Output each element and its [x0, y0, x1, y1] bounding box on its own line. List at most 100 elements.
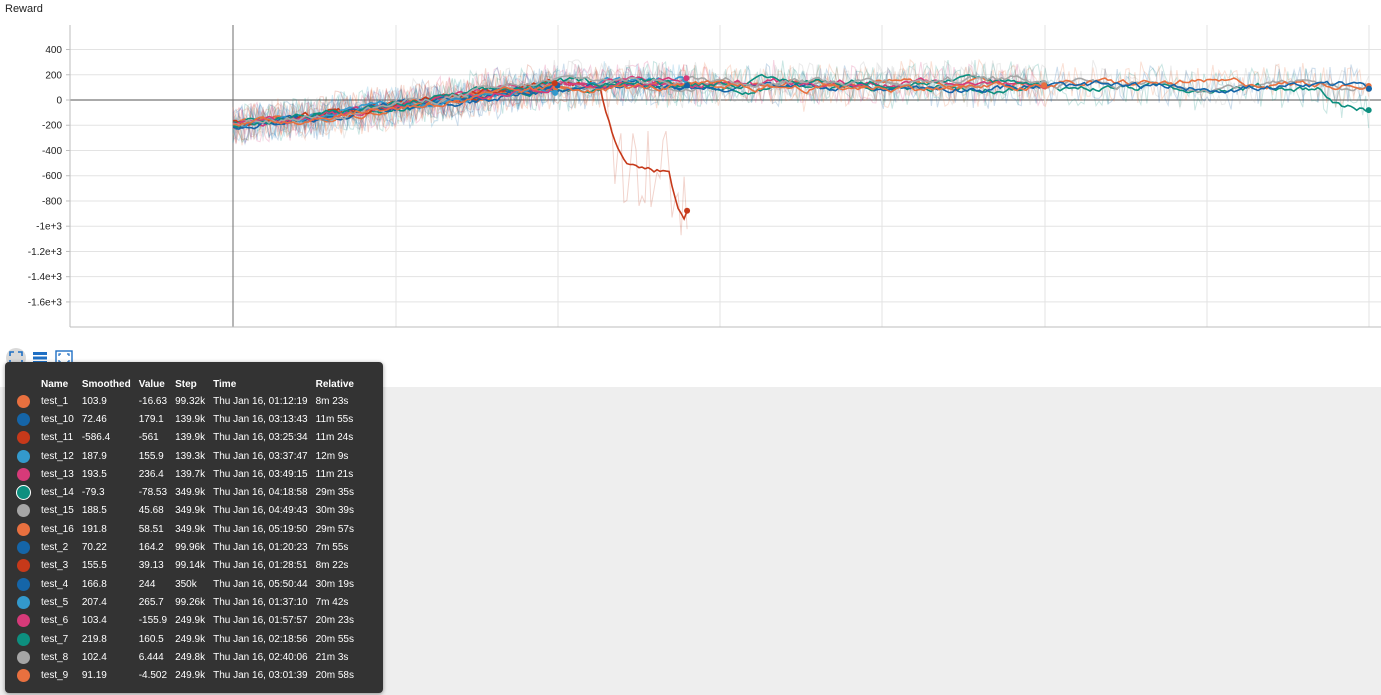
tooltip-time: Thu Jan 16, 03:01:39 — [213, 670, 308, 682]
raw-line-test_15 — [232, 59, 1370, 145]
tooltip-value: 160.5 — [138, 633, 164, 645]
tooltip-row: test_8 102.4 6.444 249.8k Thu Jan 16, 02:40:… — [13, 648, 358, 666]
tooltip-time: Thu Jan 16, 05:19:50 — [213, 523, 308, 535]
tooltip-relative: 20m 23s — [315, 615, 354, 627]
series-color-swatch — [17, 486, 30, 500]
raw-line-test_1 — [232, 68, 556, 137]
tooltip-row: test_7 219.8 160.5 249.9k Thu Jan 16, 02:18:… — [13, 630, 358, 648]
series-color-swatch — [17, 522, 30, 536]
y-tick-label: -800 — [42, 196, 62, 207]
tooltip-name: test_6 — [41, 615, 69, 627]
tooltip-value: 6.444 — [138, 651, 164, 663]
series-swatch-cell — [13, 666, 37, 684]
tooltip-row: test_6 103.4 -155.9 249.9k Thu Jan 16, 01:57… — [13, 612, 358, 630]
y-tick-label: -1.4e+3 — [28, 272, 63, 283]
tooltip-step: 249.8k — [175, 651, 206, 663]
series-color-swatch — [17, 431, 30, 445]
series-color-swatch — [17, 559, 30, 573]
series-color-swatch — [17, 467, 30, 481]
tooltip-value: 179.1 — [138, 413, 164, 425]
series-end-marker-test_5 — [552, 89, 559, 96]
tooltip-time: Thu Jan 16, 05:50:44 — [213, 578, 308, 590]
y-tick-label: 0 — [56, 96, 62, 107]
tooltip-relative: 12m 9s — [315, 450, 349, 462]
tooltip-relative: 11m 55s — [315, 413, 354, 425]
series-color-swatch — [17, 504, 30, 518]
raw-line-test_9 — [232, 61, 1045, 144]
y-tick-label: -400 — [42, 146, 62, 157]
tooltip-step: 139.3k — [175, 450, 206, 462]
series-swatch-cell — [13, 630, 37, 648]
tooltip-time: Thu Jan 16, 04:49:43 — [213, 505, 308, 517]
tooltip-value: 58.51 — [138, 523, 164, 535]
tooltip-name: test_12 — [41, 450, 74, 462]
smoothed-header: Smoothed — [81, 378, 131, 390]
tooltip-time: Thu Jan 16, 04:18:58 — [213, 487, 308, 499]
tooltip-smoothed: 191.8 — [81, 523, 107, 535]
series-end-marker-test_11 — [684, 207, 691, 214]
tooltip-name: test_9 — [41, 670, 69, 682]
tooltip-relative: 11m 24s — [315, 432, 354, 444]
tooltip-smoothed: 207.4 — [81, 596, 107, 608]
y-tick-label: -600 — [42, 171, 62, 182]
tooltip-time: Thu Jan 16, 02:40:06 — [213, 651, 308, 663]
tooltip-row: test_16 191.8 58.51 349.9k Thu Jan 16, 05:19… — [13, 520, 358, 538]
reward-chart[interactable]: 400 200 0 -200 -400 -600 -800 -1e+3 -1.2e+3 -1.4e… — [0, 0, 1381, 345]
tooltip-step: 249.9k — [175, 633, 206, 645]
tooltip-row: test_9 91.19 -4.502 249.9k Thu Jan 16, 03:01… — [13, 666, 358, 684]
step-header: Step — [175, 378, 197, 390]
y-tick-label: 400 — [45, 45, 62, 56]
tooltip-value: -561 — [138, 432, 159, 444]
y-tick-label: 200 — [45, 70, 62, 81]
tooltip-step: 99.32k — [175, 395, 206, 407]
tooltip-rows: test_1 103.9 -16.63 99.32k Thu Jan 16, 01:12… — [13, 392, 358, 685]
tooltip-time: Thu Jan 16, 01:57:57 — [213, 615, 308, 627]
tooltip-name: test_8 — [41, 651, 69, 663]
raw-line-test_6 — [232, 59, 1045, 144]
tooltip-time: Thu Jan 16, 03:13:43 — [213, 413, 308, 425]
series-color-swatch — [17, 412, 30, 426]
tooltip-value: 265.7 — [138, 596, 164, 608]
tooltip-row: test_4 166.8 244 350k Thu Jan 16, 05:50:44 30… — [13, 575, 358, 593]
series-end-marker-test_3 — [551, 80, 558, 87]
series-swatch-cell — [13, 557, 37, 575]
series-swatch-cell — [13, 520, 37, 538]
tooltip-relative: 7m 42s — [315, 596, 349, 608]
tooltip-row: test_14 -79.3 -78.53 349.9k Thu Jan 16, 04:1… — [13, 483, 358, 501]
tooltip-value: 236.4 — [138, 468, 164, 480]
tooltip-relative: 21m 3s — [315, 651, 349, 663]
tooltip-time: Thu Jan 16, 01:28:51 — [213, 560, 308, 572]
series-swatch-cell — [13, 392, 37, 410]
tooltip-smoothed: 70.22 — [81, 542, 107, 554]
y-tick-label: -200 — [42, 121, 62, 132]
tooltip-row: test_5 207.4 265.7 99.26k Thu Jan 16, 01:37:… — [13, 593, 358, 611]
swatch-header — [13, 376, 37, 392]
series-color-swatch — [17, 632, 30, 646]
tooltip-relative: 8m 23s — [315, 395, 349, 407]
tooltip-smoothed: 155.5 — [81, 560, 107, 572]
series-swatch-cell — [13, 612, 37, 630]
tooltip-step: 249.9k — [175, 615, 206, 627]
tooltip-smoothed: 187.9 — [81, 450, 107, 462]
tooltip-row: test_3 155.5 39.13 99.14k Thu Jan 16, 01:28:… — [13, 557, 358, 575]
tooltip-step: 99.14k — [175, 560, 206, 572]
series-swatch-cell — [13, 465, 37, 483]
series-end-marker-test_14 — [1365, 107, 1372, 114]
tooltip-value: -4.502 — [138, 670, 168, 682]
tooltip-name: test_5 — [41, 596, 69, 608]
tooltip-relative: 29m 57s — [315, 523, 354, 535]
tooltip-step: 139.9k — [175, 432, 206, 444]
series-swatch-cell — [13, 483, 37, 501]
series-color-swatch — [17, 614, 30, 628]
tooltip-table: Name Smoothed Value Step Time Relative t… — [13, 376, 358, 685]
tooltip-smoothed: 102.4 — [81, 651, 107, 663]
tooltip-step: 349.9k — [175, 505, 206, 517]
tooltip-value: 164.2 — [138, 542, 164, 554]
series-color-swatch — [17, 650, 30, 664]
tooltip-step: 99.96k — [175, 542, 206, 554]
y-axis: 400 200 0 -200 -400 -600 -800 -1e+3 -1.2e+3 -1.4e… — [28, 25, 1381, 328]
series-swatch-cell — [13, 429, 37, 447]
tooltip-relative: 11m 21s — [315, 468, 354, 480]
tooltip-smoothed: -586.4 — [81, 432, 111, 444]
tooltip-time: Thu Jan 16, 02:18:56 — [213, 633, 308, 645]
